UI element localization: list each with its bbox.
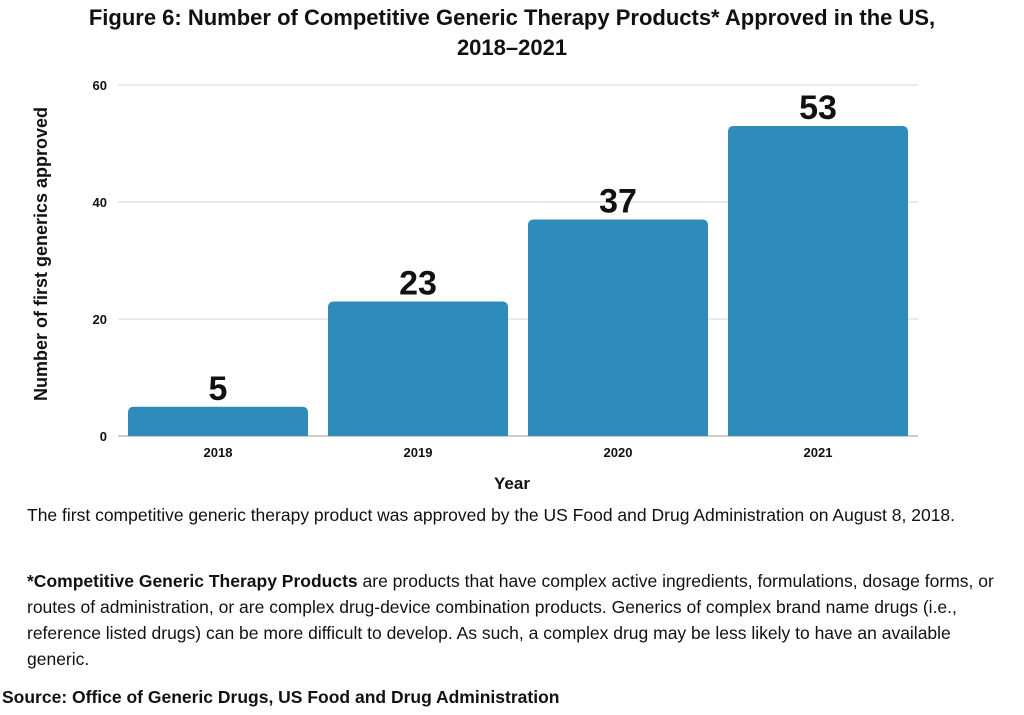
bars <box>128 125 908 436</box>
x-axis-ticks: 2018 2019 2020 2021 <box>204 445 833 460</box>
x-tick-label-2018: 2018 <box>204 445 233 460</box>
x-axis-title: Year <box>494 474 530 493</box>
approval-note: The first competitive generic therapy pr… <box>27 505 956 525</box>
y-axis-title: Number of first generics approved <box>31 107 51 401</box>
chart-title-line-2: 2018–2021 <box>456 35 568 60</box>
data-label-2018: 5 <box>209 370 228 408</box>
y-tick-label: 20 <box>93 312 107 327</box>
chart-title: Figure 6: Number of Competitive Generic … <box>0 3 1024 63</box>
source-note: Source: Office of Generic Drugs, US Food… <box>2 687 560 707</box>
bar-2020 <box>528 219 708 436</box>
data-labels: 5 23 37 53 <box>209 89 837 408</box>
chart-title-line-1: Figure 6: Number of Competitive Generic … <box>88 5 936 30</box>
y-tick-label: 40 <box>93 195 107 210</box>
data-label-2019: 23 <box>399 264 437 302</box>
definition-body: are products that have complex active in… <box>27 571 994 669</box>
y-axis-ticks: 0 20 40 60 <box>93 78 107 444</box>
x-tick-label-2019: 2019 <box>404 445 433 460</box>
y-tick-label: 0 <box>100 429 107 444</box>
definition-term: *Competitive Generic Therapy Products <box>27 571 358 591</box>
bar-2018 <box>128 406 308 436</box>
bar-chart: 0 20 40 60 5 23 37 53 2018 2019 2020 2021 Number … <box>31 78 918 493</box>
bar-2019 <box>328 301 508 436</box>
x-tick-label-2020: 2020 <box>604 445 633 460</box>
x-tick-label-2021: 2021 <box>804 445 833 460</box>
bar-2021 <box>728 125 908 436</box>
definition-note: *Competitive Generic Therapy Products ar… <box>27 568 1007 672</box>
data-label-2021: 53 <box>799 89 837 127</box>
data-label-2020: 37 <box>599 183 637 221</box>
y-tick-label: 60 <box>93 78 107 93</box>
